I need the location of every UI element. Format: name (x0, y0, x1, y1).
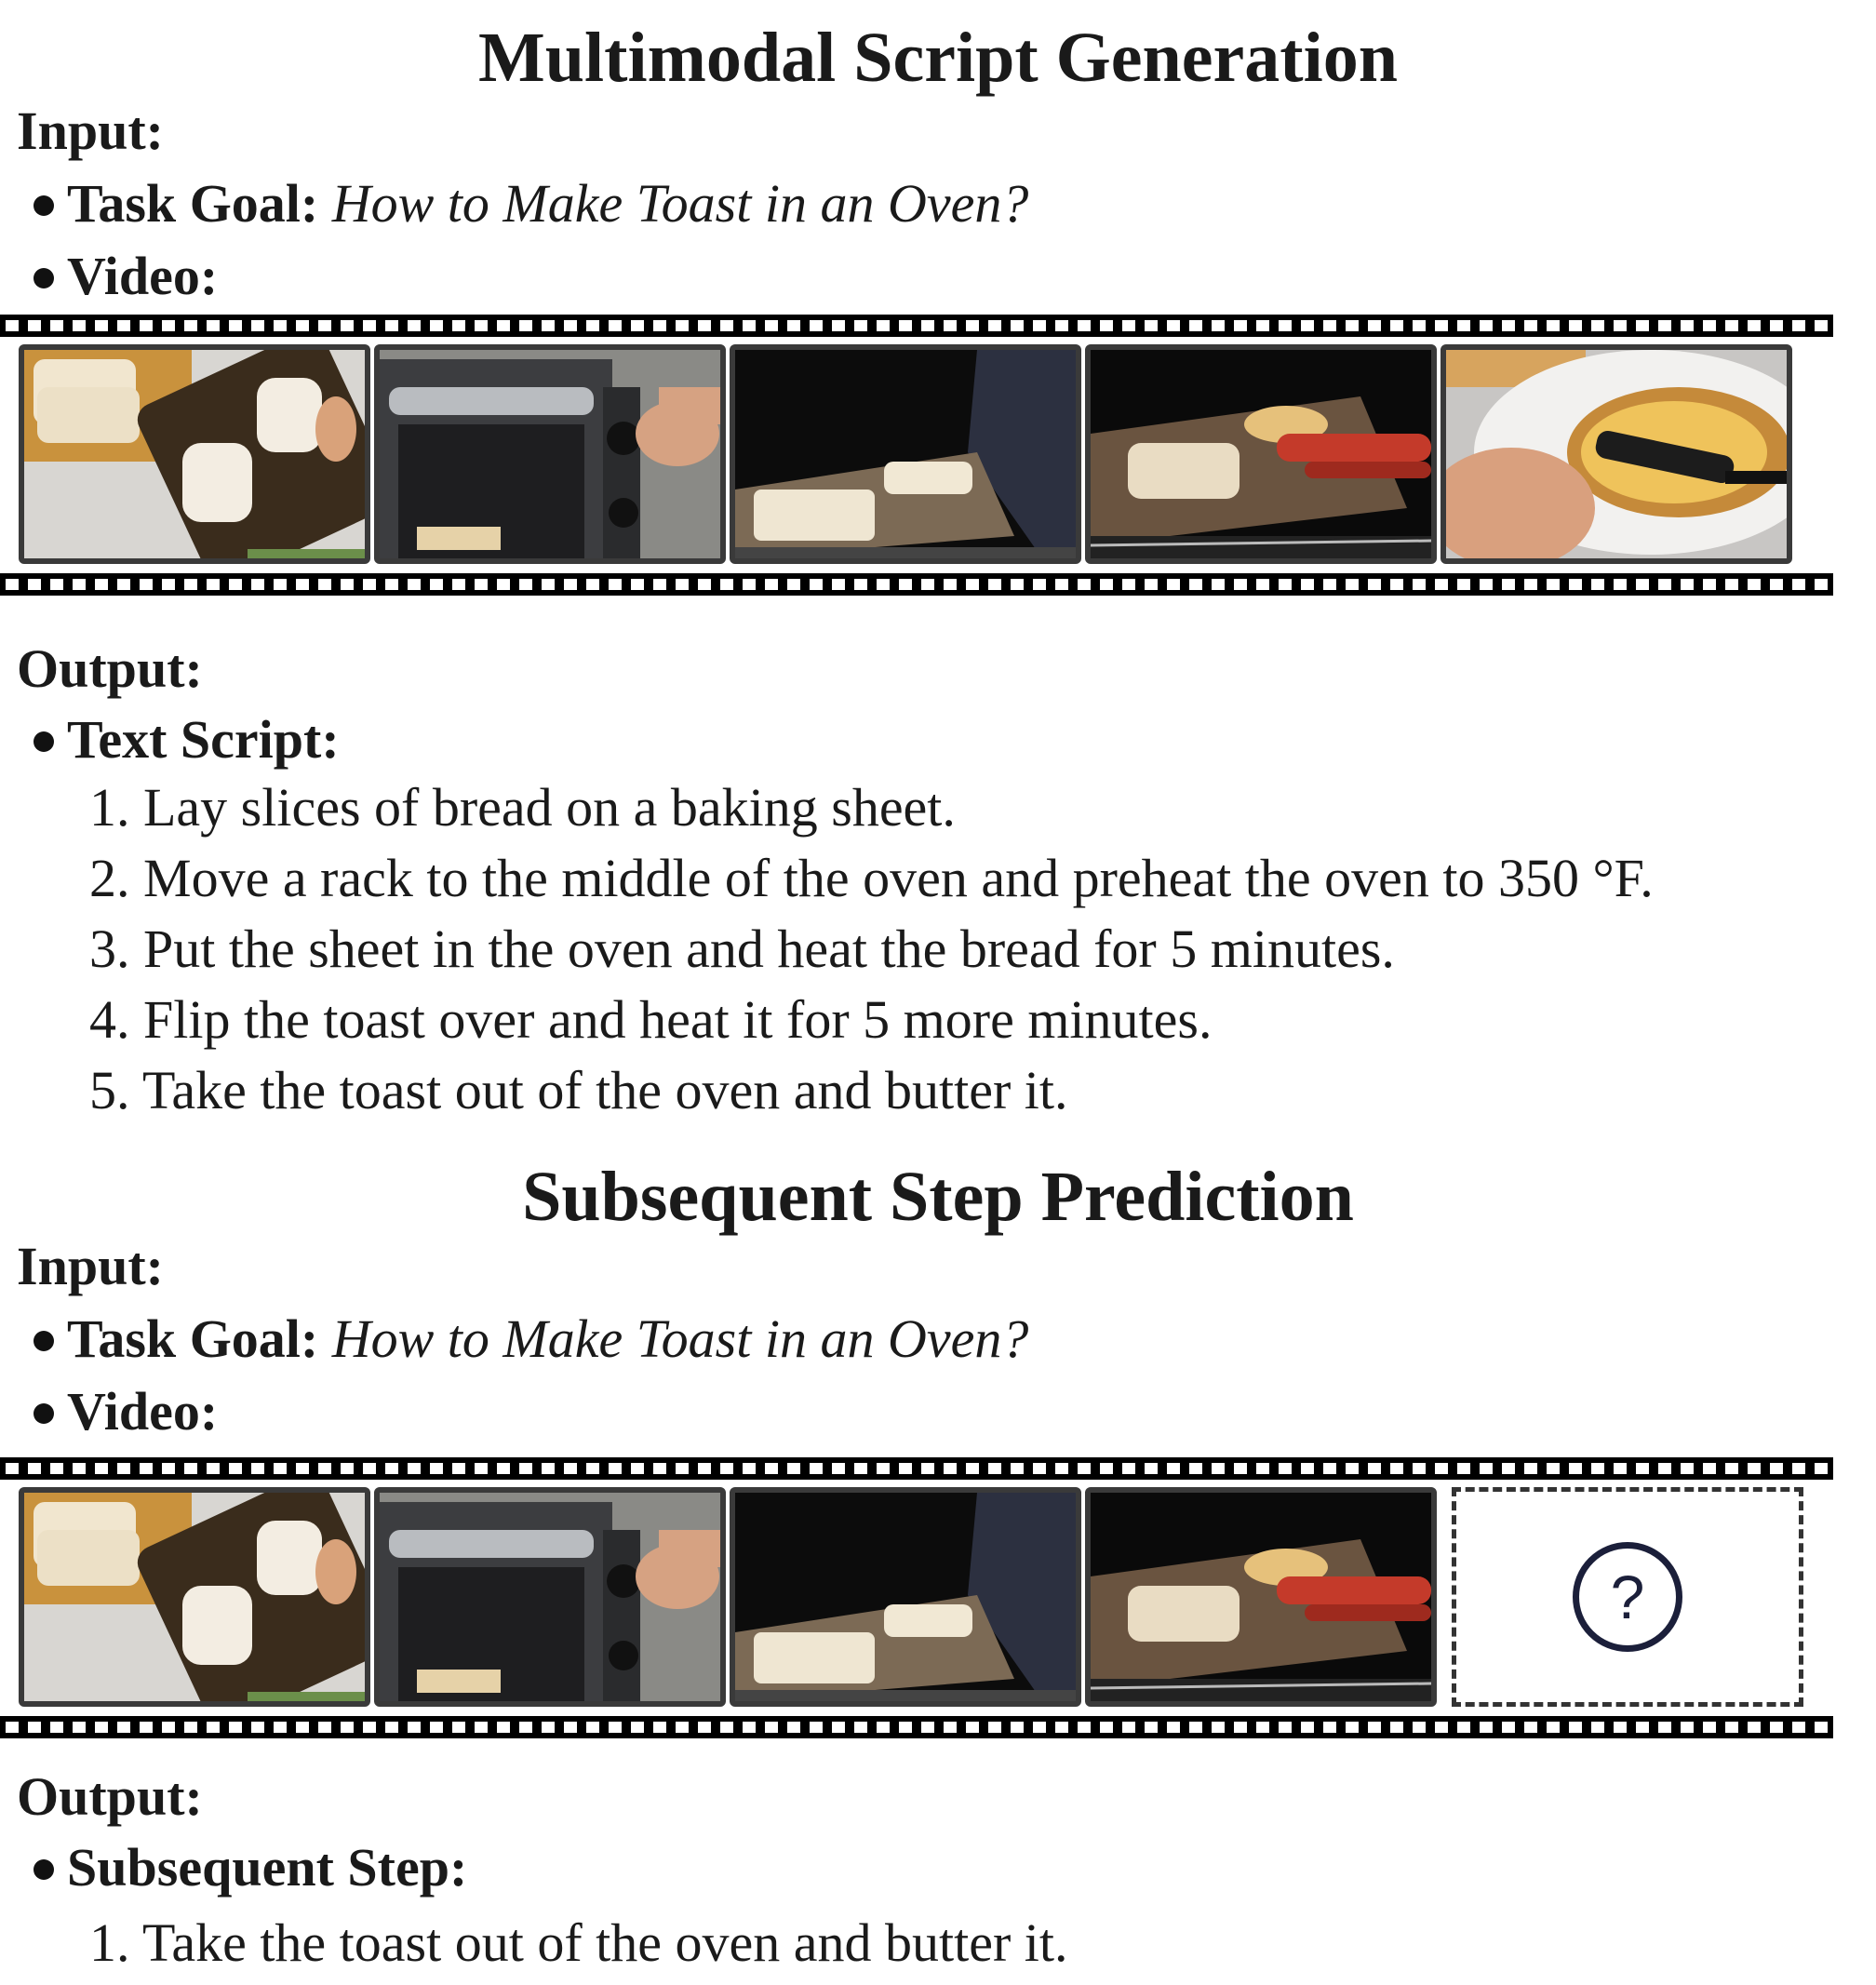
video-label: Video: (67, 1381, 219, 1442)
section2-input-label: Input: (17, 1236, 164, 1296)
bullet-dot (34, 1330, 54, 1351)
list-item: 3. Put the sheet in the oven and heat th… (89, 919, 1395, 979)
frame-tongs-flip-toast (1085, 1487, 1437, 1707)
section1-title: Multimodal Script Generation (478, 19, 1398, 97)
text-script-label: Text Script: (67, 709, 340, 770)
section1-text-script: Text Script: (34, 713, 340, 767)
frame-bread-on-baking-sheet (19, 1487, 370, 1707)
list-item: 1. Take the toast out of the oven and bu… (89, 1912, 1068, 1973)
section1-video: Video: (34, 249, 218, 303)
subsequent-step-label: Subsequent Step: (67, 1837, 468, 1898)
section2-subsequent-step: Subsequent Step: (34, 1841, 467, 1895)
frame-unknown-placeholder: ? (1452, 1487, 1803, 1707)
frame-oven-knob (374, 1487, 726, 1707)
section1-task-goal: Task Goal: How to Make Toast in an Oven? (34, 177, 1028, 231)
film-frames: ? (0, 1480, 1833, 1716)
video-label: Video: (67, 246, 219, 306)
bullet-dot (34, 1858, 54, 1880)
frame-buttering-toast (1440, 344, 1792, 564)
film-frames (0, 337, 1833, 573)
bullet-dot (34, 1402, 54, 1424)
question-mark-icon: ? (1573, 1542, 1682, 1652)
section1-step-list: 1. Lay slices of bread on a baking sheet… (89, 772, 1654, 1126)
section2-task-goal: Task Goal: How to Make Toast in an Oven? (34, 1312, 1028, 1366)
frame-oven-knob (374, 344, 726, 564)
task-goal-label: Task Goal: (67, 1308, 319, 1369)
bullet-dot (34, 194, 54, 216)
list-item: 5. Take the toast out of the oven and bu… (89, 1060, 1068, 1120)
section2-step-list: 1. Take the toast out of the oven and bu… (89, 1908, 1068, 1978)
frame-bread-in-oven (730, 344, 1081, 564)
task-goal-label: Task Goal: (67, 173, 319, 234)
list-item: 2. Move a rack to the middle of the oven… (89, 848, 1654, 908)
task-goal-value: How to Make Toast in an Oven? (331, 173, 1029, 234)
section1-filmstrip (0, 315, 1833, 596)
section2-title: Subsequent Step Prediction (522, 1158, 1354, 1236)
list-item: 1. Lay slices of bread on a baking sheet… (89, 777, 956, 838)
film-perforation-bottom (0, 1716, 1833, 1738)
section2-filmstrip: ? (0, 1457, 1833, 1738)
film-perforation-top (0, 315, 1833, 337)
task-goal-value: How to Make Toast in an Oven? (331, 1308, 1029, 1369)
section2-video: Video: (34, 1385, 218, 1439)
section1-input-label: Input: (17, 101, 164, 161)
frame-tongs-flip-toast (1085, 344, 1437, 564)
list-item: 4. Flip the toast over and heat it for 5… (89, 989, 1213, 1050)
film-perforation-top (0, 1457, 1833, 1480)
frame-bread-on-baking-sheet (19, 344, 370, 564)
bullet-dot (34, 267, 54, 288)
frame-bread-in-oven (730, 1487, 1081, 1707)
section2-output-label: Output: (17, 1766, 203, 1827)
film-perforation-bottom (0, 573, 1833, 596)
bullet-dot (34, 731, 54, 752)
section1-output-label: Output: (17, 638, 203, 699)
